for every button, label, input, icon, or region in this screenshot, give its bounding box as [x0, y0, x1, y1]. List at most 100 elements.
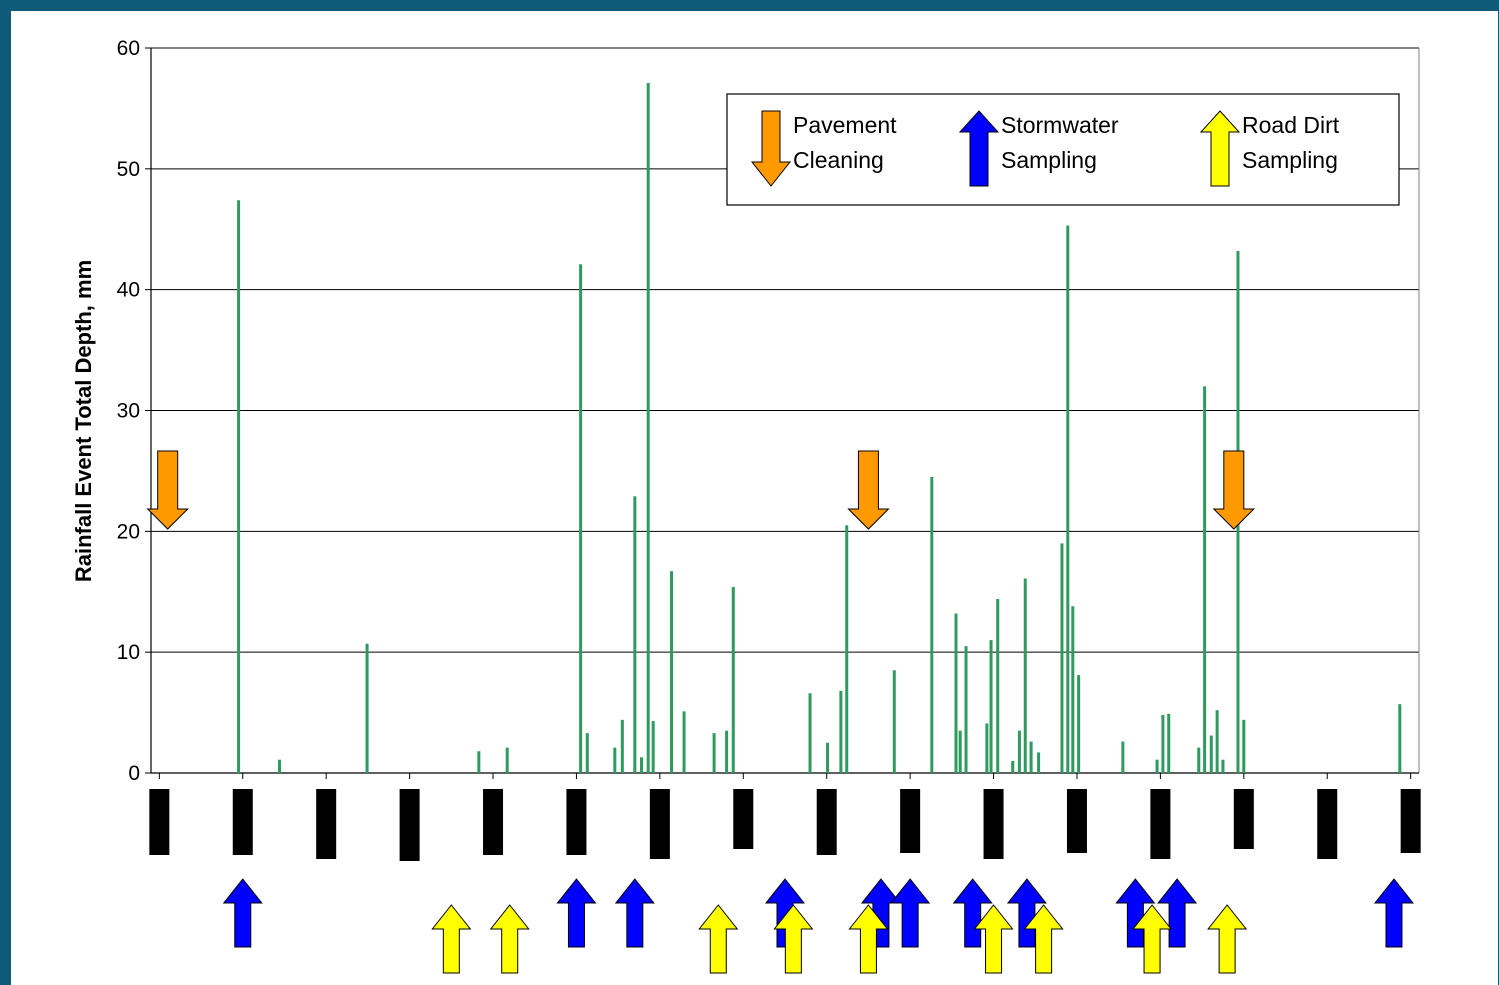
rainfall-bar [1242, 719, 1246, 773]
rainfall-bar [958, 730, 962, 773]
period-marker [733, 789, 754, 849]
road-dirt-sampling-arrow [973, 904, 1014, 974]
chart-frame: 0 10 20 30 40 50 60 Rainfall Event Total Depth… [11, 11, 1498, 985]
period-marker [566, 789, 587, 855]
legend-label-line1: Pavement [793, 112, 897, 138]
legend: Pavement Cleaning Stormwater Sampling Road D… [726, 93, 1400, 206]
stormwater-sampling-arrow [614, 878, 655, 948]
period-marker [1317, 789, 1338, 859]
legend-label-line2: Sampling [1242, 147, 1338, 173]
road-dirt-sampling-arrow [848, 904, 889, 974]
axis-layer: 0 10 20 30 40 50 60 [117, 37, 1420, 785]
period-marker [983, 789, 1004, 859]
rainfall-bar [731, 586, 735, 773]
y-tick-label: 60 [117, 37, 140, 60]
rainfall-bar [826, 742, 830, 773]
road-dirt-sampling-arrow [431, 904, 472, 974]
rainfall-bar [1221, 759, 1225, 773]
stormwater-sampling-arrow [890, 878, 931, 948]
rainfall-bar [989, 640, 993, 773]
rainfall-bar [640, 757, 644, 773]
rainfall-bar [808, 693, 812, 773]
rainfall-bar [1066, 225, 1070, 773]
period-marker [483, 789, 504, 855]
stormwater-sampling-arrow [1006, 878, 1047, 948]
road-dirt-sampling-arrow [698, 904, 739, 974]
legend-road-dirt-sampling-icon [1199, 110, 1241, 187]
rainfall-bar [1209, 735, 1213, 773]
road-dirt-sampling-arrow [489, 904, 530, 974]
rainfall-bar [237, 200, 241, 773]
stormwater-sampling-arrow [1157, 878, 1198, 948]
y-tick-label: 0 [128, 762, 140, 785]
rainfall-bar [996, 599, 1000, 773]
rainfall-bar [1023, 578, 1027, 773]
period-marker [1150, 789, 1171, 859]
rainfall-bar [712, 733, 716, 773]
road-dirt-sampling-arrow [773, 904, 814, 974]
period-marker [900, 789, 921, 853]
rainfall-bar [613, 747, 617, 773]
stormwater-sampling-arrow [1115, 878, 1156, 948]
rainfall-bar [277, 759, 281, 773]
period-marker [649, 789, 670, 859]
rainfall-bar [633, 496, 637, 773]
period-marker [816, 789, 837, 855]
period-marker [1400, 789, 1421, 853]
rainfall-chart: 0 10 20 30 40 50 60 Rainfall Event Total Depth… [71, 37, 1421, 974]
rainfall-bar [682, 711, 686, 773]
rainfall-bar [1155, 759, 1159, 773]
rainfall-bar [579, 264, 583, 773]
rainfall-bar [845, 525, 849, 773]
road-dirt-sampling-arrow [1207, 904, 1248, 974]
legend-stormwater-sampling-icon [958, 110, 1000, 187]
legend-label-line2: Sampling [1001, 147, 1097, 173]
period-marker [232, 789, 253, 855]
y-axis-title: Rainfall Event Total Depth, mm [71, 260, 96, 582]
y-tick-label: 30 [117, 400, 140, 423]
y-tick-label: 50 [117, 158, 140, 181]
rainfall-bar [620, 719, 624, 773]
rainfall-bar [964, 646, 968, 773]
rainfall-bar [670, 571, 674, 773]
rainfall-bar [1071, 606, 1075, 773]
road-dirt-sampling-arrow [1132, 904, 1173, 974]
rainfall-bar [477, 751, 481, 773]
rainfall-bar [1215, 710, 1219, 773]
stormwater-sampling-arrow [222, 878, 263, 948]
rainfall-bar [1203, 386, 1207, 773]
rainfall-bar [505, 747, 509, 773]
stormwater-sampling-arrow [952, 878, 993, 948]
pavement-cleaning-arrow [146, 450, 189, 530]
event-arrow-layer [146, 450, 1415, 974]
stormwater-sampling-arrow [556, 878, 597, 948]
period-marker-layer [149, 789, 1421, 861]
rainfall-bar [1398, 704, 1402, 773]
rainfall-bar [1011, 760, 1015, 773]
rainfall-bar [725, 730, 729, 773]
rainfall-bar [839, 690, 843, 773]
period-marker [399, 789, 420, 861]
rainfall-bar [365, 643, 369, 773]
rainfall-bar [1077, 675, 1081, 773]
y-tick-label: 40 [117, 279, 140, 302]
period-marker [316, 789, 337, 859]
rainfall-bar [1029, 741, 1033, 773]
rainfall-bar [1167, 713, 1171, 773]
rainfall-bar [1161, 715, 1165, 773]
stormwater-sampling-arrow [1373, 878, 1415, 948]
period-marker [149, 789, 170, 855]
y-tick-label: 20 [117, 520, 140, 543]
period-marker [1233, 789, 1254, 849]
rainfall-bar [954, 613, 958, 773]
rainfall-bar [892, 670, 896, 773]
y-tick-label: 10 [117, 641, 140, 664]
rainfall-bar [930, 476, 934, 773]
legend-label-line1: Stormwater [1001, 112, 1119, 138]
pavement-cleaning-arrow [847, 450, 890, 530]
rainfall-bar [1017, 730, 1021, 773]
legend-label-line2: Cleaning [793, 147, 884, 173]
rainfall-bar [1060, 543, 1064, 773]
pavement-cleaning-arrow [1212, 450, 1256, 530]
legend-box [726, 93, 1400, 206]
